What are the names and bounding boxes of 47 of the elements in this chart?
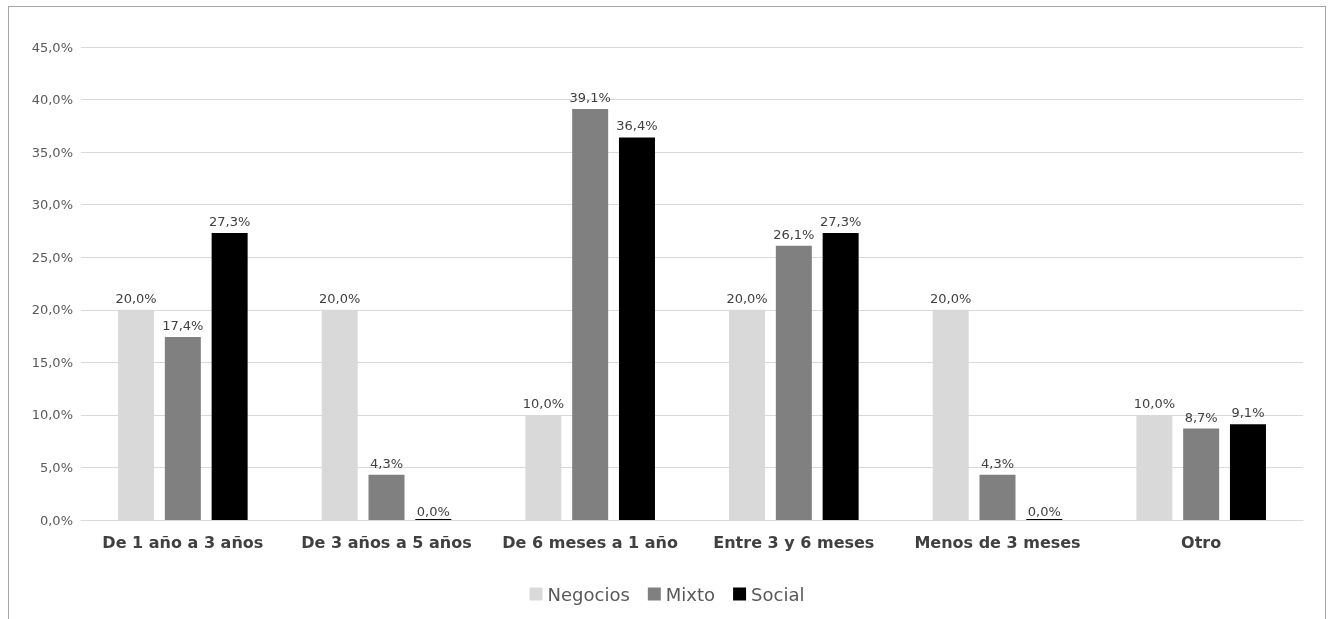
data-label: 8,7% (1184, 409, 1218, 425)
data-label: 20,0% (319, 290, 361, 306)
data-label: 20,0% (115, 290, 157, 306)
y-tick-label: 45,0% (31, 39, 73, 55)
data-label: 4,3% (980, 455, 1015, 471)
y-tick-label: 40,0% (31, 92, 73, 108)
data-label: 9,1% (1231, 405, 1265, 421)
data-label: 10,0% (522, 395, 565, 411)
data-label: 27,3% (208, 214, 251, 230)
data-label: 20,0% (726, 290, 768, 306)
bar (775, 245, 812, 520)
bar (211, 233, 248, 520)
legend-label: Social (751, 583, 805, 605)
x-tick-label: De 6 meses a 1 año (502, 532, 678, 552)
bar (1183, 428, 1220, 520)
bar (979, 474, 1016, 520)
y-tick-label: 25,0% (31, 249, 73, 265)
x-tick-label: Entre 3 y 6 meses (713, 532, 875, 552)
data-label: 39,1% (569, 90, 611, 106)
data-label: 27,3% (819, 214, 862, 230)
data-label: 10,0% (1133, 395, 1176, 411)
bar (164, 337, 201, 520)
x-tick-label: Otro (1181, 532, 1222, 552)
bar (618, 137, 655, 520)
x-tick-label: De 3 años a 5 años (301, 532, 472, 552)
data-label: 4,3% (369, 455, 404, 471)
y-tick-label: 15,0% (31, 354, 73, 370)
y-tick-label: 0,0% (39, 512, 73, 528)
data-label: 0,0% (1027, 504, 1061, 519)
bar (368, 474, 405, 520)
y-tick-label: 30,0% (31, 197, 73, 213)
data-label: 17,4% (162, 318, 204, 334)
x-tick-label: Menos de 3 meses (914, 532, 1081, 552)
bar (822, 233, 859, 520)
bar (572, 109, 609, 520)
data-label: 36,4% (616, 118, 658, 134)
y-tick-label: 5,0% (39, 459, 73, 475)
data-label: 20,0% (930, 290, 972, 306)
legend-label: Mixto (665, 583, 716, 605)
y-tick-label: 35,0% (31, 144, 73, 160)
x-tick-label: De 1 año a 3 años (102, 532, 264, 552)
legend-label: Negocios (547, 583, 630, 605)
bar (1229, 424, 1266, 520)
y-tick-label: 20,0% (31, 302, 73, 318)
y-tick-label: 10,0% (31, 407, 73, 423)
data-label: 0,0% (416, 504, 450, 519)
data-label: 26,1% (773, 226, 815, 242)
